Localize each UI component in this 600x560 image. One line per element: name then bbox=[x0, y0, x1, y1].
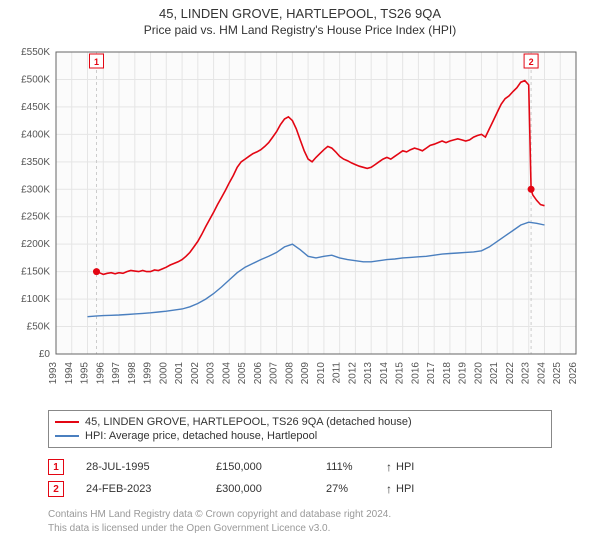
svg-text:2017: 2017 bbox=[426, 362, 437, 385]
legend-swatch bbox=[55, 435, 79, 437]
svg-text:1999: 1999 bbox=[143, 362, 154, 385]
svg-text:1997: 1997 bbox=[111, 362, 122, 385]
transaction-price: £150,000 bbox=[216, 461, 326, 473]
transaction-marker-number: 1 bbox=[48, 459, 64, 475]
legend-label: HPI: Average price, detached house, Hart… bbox=[85, 430, 317, 442]
chart-svg: £0 £50K £100K £150K £200K £250K £300K £350K £400… bbox=[0, 44, 600, 404]
svg-text:2026: 2026 bbox=[568, 362, 579, 385]
svg-text:1993: 1993 bbox=[48, 362, 59, 385]
svg-text:£500K: £500K bbox=[21, 74, 50, 85]
svg-text:£100K: £100K bbox=[21, 294, 50, 305]
svg-text:£300K: £300K bbox=[21, 184, 50, 195]
svg-text:1994: 1994 bbox=[64, 362, 75, 385]
svg-text:2021: 2021 bbox=[489, 362, 500, 385]
svg-text:2: 2 bbox=[529, 57, 534, 67]
svg-text:2007: 2007 bbox=[269, 362, 280, 385]
svg-text:2016: 2016 bbox=[410, 362, 421, 385]
svg-text:£0: £0 bbox=[39, 349, 51, 360]
svg-text:2024: 2024 bbox=[536, 362, 547, 385]
legend-swatch bbox=[55, 421, 79, 423]
svg-text:2005: 2005 bbox=[237, 362, 248, 385]
svg-text:2023: 2023 bbox=[521, 362, 532, 385]
svg-text:1: 1 bbox=[94, 57, 99, 67]
svg-text:1996: 1996 bbox=[95, 362, 106, 385]
svg-text:2010: 2010 bbox=[316, 362, 327, 385]
svg-text:2018: 2018 bbox=[442, 362, 453, 385]
svg-text:2009: 2009 bbox=[300, 362, 311, 385]
transaction-percent: 27% bbox=[326, 483, 386, 495]
up-arrow-icon: ↑ bbox=[386, 460, 392, 474]
svg-text:2019: 2019 bbox=[458, 362, 469, 385]
marker-dot-1 bbox=[93, 268, 100, 275]
legend-label: 45, LINDEN GROVE, HARTLEPOOL, TS26 9QA (… bbox=[85, 416, 412, 428]
transaction-percent: 111% bbox=[326, 461, 386, 473]
transaction-row: 1 28-JUL-1995£150,000111%↑ HPI bbox=[48, 456, 552, 478]
chart: £0 £50K £100K £150K £200K £250K £300K £350K £400… bbox=[0, 44, 600, 404]
svg-text:2014: 2014 bbox=[379, 362, 390, 385]
svg-text:2008: 2008 bbox=[284, 362, 295, 385]
svg-text:£450K: £450K bbox=[21, 102, 50, 113]
svg-text:2015: 2015 bbox=[395, 362, 406, 385]
svg-text:£50K: £50K bbox=[27, 322, 51, 333]
footer-attribution: Contains HM Land Registry data © Crown c… bbox=[48, 508, 552, 535]
svg-text:2013: 2013 bbox=[363, 362, 374, 385]
transaction-marker-number: 2 bbox=[48, 481, 64, 497]
svg-text:1998: 1998 bbox=[127, 362, 138, 385]
legend: 45, LINDEN GROVE, HARTLEPOOL, TS26 9QA (… bbox=[48, 410, 552, 448]
chart-subtitle: Price paid vs. HM Land Registry's House … bbox=[0, 21, 600, 41]
svg-text:2004: 2004 bbox=[221, 362, 232, 385]
svg-text:2003: 2003 bbox=[206, 362, 217, 385]
legend-item: 45, LINDEN GROVE, HARTLEPOOL, TS26 9QA (… bbox=[55, 415, 545, 429]
svg-text:2011: 2011 bbox=[332, 362, 343, 384]
svg-text:2012: 2012 bbox=[347, 362, 358, 385]
svg-text:2001: 2001 bbox=[174, 362, 185, 385]
transactions-table: 1 28-JUL-1995£150,000111%↑ HPI 2 24-FEB-2023… bbox=[48, 456, 552, 500]
transaction-date: 28-JUL-1995 bbox=[86, 461, 216, 473]
footer-line-2: This data is licensed under the Open Gov… bbox=[48, 522, 552, 536]
svg-text:£400K: £400K bbox=[21, 129, 50, 140]
footer-line-1: Contains HM Land Registry data © Crown c… bbox=[48, 508, 552, 522]
svg-text:£200K: £200K bbox=[21, 239, 50, 250]
transaction-suffix: HPI bbox=[396, 483, 414, 495]
svg-text:£150K: £150K bbox=[21, 267, 50, 278]
legend-item: HPI: Average price, detached house, Hart… bbox=[55, 429, 545, 443]
transaction-row: 2 24-FEB-2023£300,00027%↑ HPI bbox=[48, 478, 552, 500]
up-arrow-icon: ↑ bbox=[386, 482, 392, 496]
transaction-suffix: HPI bbox=[396, 461, 414, 473]
svg-text:2006: 2006 bbox=[253, 362, 264, 385]
svg-text:£350K: £350K bbox=[21, 157, 50, 168]
transaction-date: 24-FEB-2023 bbox=[86, 483, 216, 495]
marker-dot-2 bbox=[528, 186, 535, 193]
svg-text:£550K: £550K bbox=[21, 47, 50, 58]
svg-text:2002: 2002 bbox=[190, 362, 201, 385]
chart-title: 45, LINDEN GROVE, HARTLEPOOL, TS26 9QA bbox=[0, 0, 600, 21]
svg-text:2025: 2025 bbox=[552, 362, 563, 385]
transaction-price: £300,000 bbox=[216, 483, 326, 495]
svg-text:2020: 2020 bbox=[473, 362, 484, 385]
svg-text:2022: 2022 bbox=[505, 362, 516, 385]
svg-text:£250K: £250K bbox=[21, 212, 50, 223]
svg-text:1995: 1995 bbox=[80, 362, 91, 385]
svg-text:2000: 2000 bbox=[158, 362, 169, 385]
